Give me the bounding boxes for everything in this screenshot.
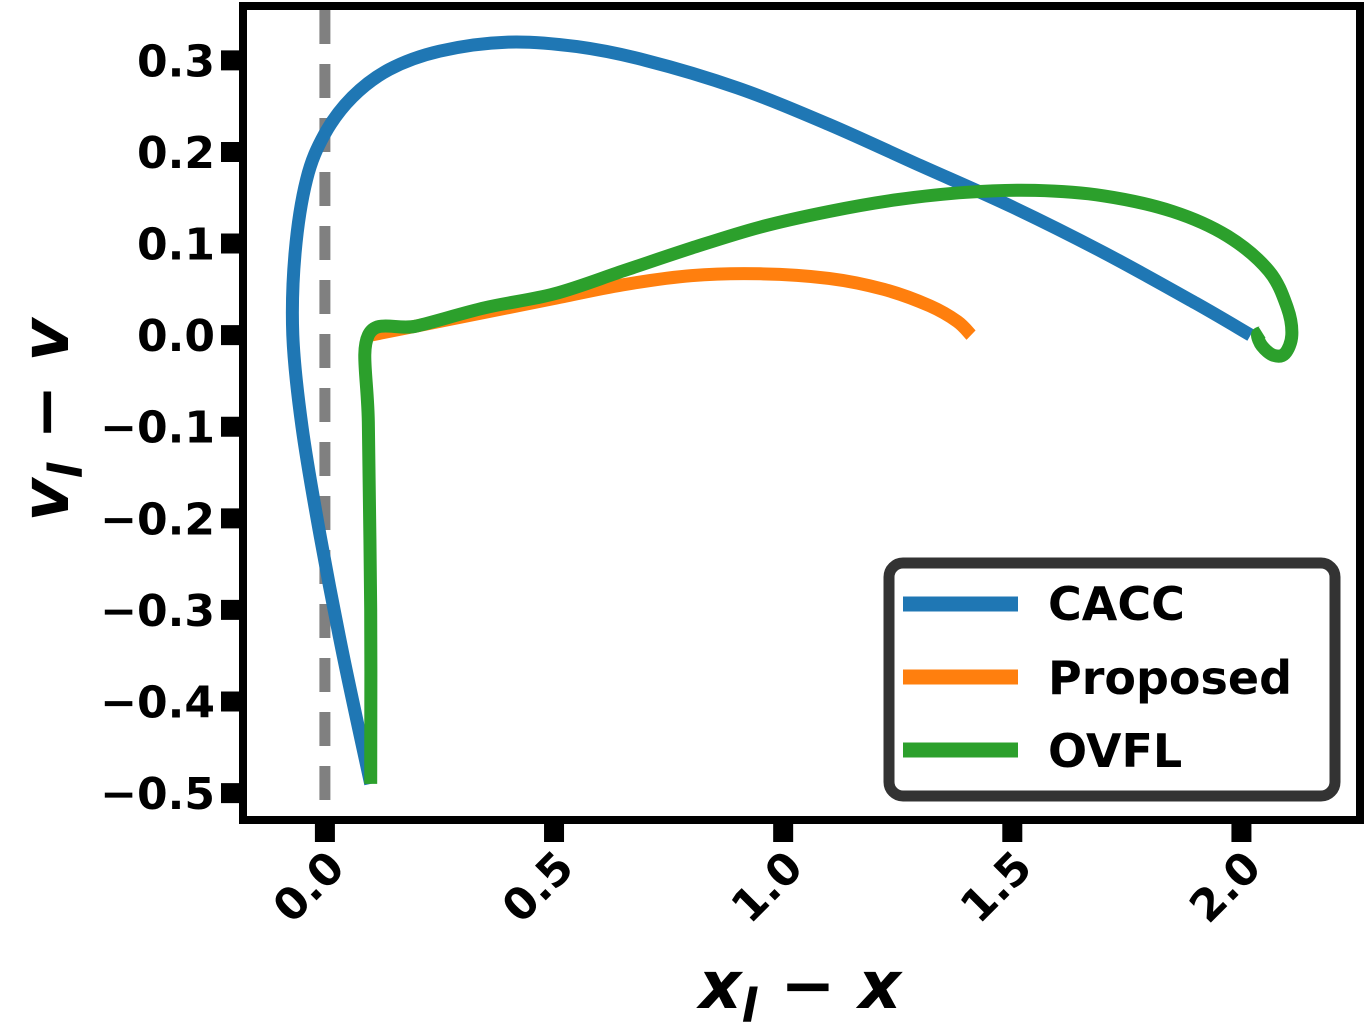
x-tick-label: 1.5 — [951, 842, 1042, 933]
y-tick-label: 0.0 — [137, 311, 215, 362]
y-axis-ticks: 0.3 0.2 0.1 0.0 −0.1 −0.2 −0.3 −0.4 −0.5 — [100, 36, 243, 820]
x-axis-ticks: 0.0 0.5 1.0 1.5 2.0 — [263, 820, 1271, 933]
y-tick-label: −0.4 — [100, 678, 215, 729]
x-axis-label: xl − x — [696, 947, 904, 1031]
legend-box — [883, 557, 1341, 802]
x-tick-label: 0.5 — [493, 842, 584, 933]
legend-label-ovfl: OVFL — [1048, 724, 1182, 778]
y-tick-label: −0.1 — [100, 403, 215, 454]
series-line-proposed — [369, 267, 976, 342]
y-tick-label: −0.3 — [100, 586, 215, 637]
legend-label-cacc: CACC — [1048, 577, 1185, 631]
plot-area — [285, 10, 1299, 816]
y-axis-label: vl − v — [7, 316, 93, 521]
series-line-ovfl — [358, 183, 1299, 784]
x-tick-label: 0.0 — [263, 842, 354, 933]
axes-frame — [239, 2, 1364, 824]
y-tick-label: −0.5 — [100, 769, 215, 820]
x-tick-label: 1.0 — [722, 842, 813, 933]
legend: CACC Proposed OVFL — [883, 557, 1341, 802]
y-tick-label: 0.3 — [137, 36, 215, 87]
x-tick-label: 2.0 — [1180, 842, 1271, 933]
y-tick-label: 0.2 — [137, 128, 215, 179]
y-tick-label: 0.1 — [137, 220, 215, 271]
legend-label-proposed: Proposed — [1048, 651, 1292, 705]
y-tick-label: −0.2 — [100, 494, 215, 545]
series-line-cacc — [285, 35, 1254, 786]
